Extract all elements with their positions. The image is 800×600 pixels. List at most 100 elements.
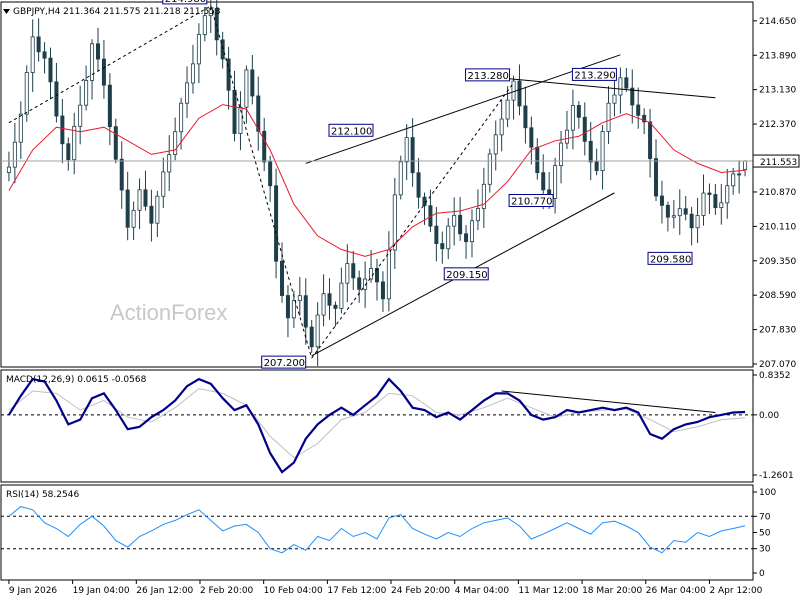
- candle-body: [719, 202, 724, 209]
- level-label-box: [465, 68, 511, 82]
- watermark: ActionForex: [110, 300, 227, 325]
- price-tick-label: 213.130: [759, 86, 796, 96]
- candle-body: [380, 281, 385, 300]
- time-tick-label: 2 Apr 12:00: [709, 586, 762, 596]
- trendline: [495, 76, 716, 99]
- candle-body: [386, 249, 391, 300]
- candle-body: [570, 105, 575, 131]
- time-tick-label: 26 Jan 12:00: [136, 586, 193, 596]
- candle-body: [18, 113, 23, 143]
- candle-body: [167, 154, 172, 173]
- time-tick-label: 18 Mar 20:00: [582, 586, 642, 596]
- candle-body: [458, 214, 463, 235]
- macd-panel-frame: [0, 369, 754, 483]
- candle-body: [582, 116, 587, 142]
- candle-body: [654, 158, 659, 197]
- candle-body: [683, 208, 688, 215]
- candle-body: [499, 118, 504, 136]
- candle-body: [671, 215, 676, 218]
- candle-body: [612, 94, 617, 104]
- candle-body: [695, 215, 700, 229]
- level-label-box: [571, 67, 617, 81]
- candle-body: [30, 36, 35, 73]
- candle-body: [475, 208, 480, 222]
- rsi-tick-label: 0: [759, 569, 765, 579]
- price-tick-label: 213.890: [759, 51, 796, 61]
- time-tick-label: 11 Mar 12:00: [518, 586, 578, 596]
- candle-body: [487, 153, 492, 185]
- candle-body: [179, 102, 184, 133]
- candle-body: [434, 225, 439, 244]
- candle-body: [535, 146, 540, 174]
- candle-body: [161, 171, 166, 197]
- level-label-box: [508, 193, 554, 207]
- candle-body: [588, 140, 593, 163]
- candle-body: [202, 15, 207, 35]
- candle-body: [244, 69, 249, 108]
- candle-body: [280, 260, 285, 296]
- candle-body: [404, 137, 409, 163]
- candle-body: [564, 129, 569, 144]
- candle-body: [48, 57, 53, 83]
- macd-main-line: [7, 377, 746, 474]
- rsi-tick-label: 50: [759, 529, 771, 539]
- price-tick-label: 210.870: [759, 188, 796, 198]
- candle-body: [226, 58, 231, 91]
- price-tick-label: 208.590: [759, 291, 796, 301]
- macd-trendline: [501, 390, 716, 413]
- dashed-trendline: [8, 5, 212, 124]
- candle-body: [713, 194, 718, 209]
- candle-body: [446, 225, 451, 250]
- candle-body: [731, 173, 736, 187]
- candle-body: [250, 69, 255, 97]
- candle-body: [707, 192, 712, 195]
- dashed-trendline: [210, 5, 313, 359]
- macd-panel: 0.8352 0.00 -1.2601 MACD(12,26,9) 0.0615 -…: [0, 369, 794, 483]
- candle-body: [256, 95, 261, 132]
- time-tick-label: 4 Mar 04:00: [455, 586, 510, 596]
- level-label: 213.290: [574, 70, 615, 81]
- candle-body: [517, 80, 522, 107]
- candle-body: [12, 141, 17, 168]
- candle-body: [131, 209, 136, 228]
- candle-body: [481, 183, 486, 209]
- candle-body: [113, 126, 118, 160]
- candle-body: [618, 77, 623, 96]
- price-tick-label: 209.350: [759, 257, 796, 267]
- level-label: 213.280: [468, 71, 509, 82]
- time-tick-label: 26 Mar 04:00: [646, 586, 706, 596]
- candle-body: [351, 263, 356, 279]
- candle-body: [392, 194, 397, 251]
- candle-body: [327, 293, 332, 306]
- macd-axis: 0.8352 0.00 -1.2601: [753, 371, 794, 481]
- time-tick-label: 19 Jan 04:00: [73, 586, 130, 596]
- rsi-tick-label: 30: [759, 545, 771, 555]
- candle-body: [268, 161, 273, 187]
- trendline: [305, 54, 621, 164]
- candle-body: [464, 233, 469, 243]
- candle-body: [576, 105, 581, 118]
- candle-body: [232, 89, 237, 134]
- candle-body: [274, 185, 279, 262]
- level-label-box: [162, 0, 208, 5]
- level-label: 209.150: [446, 270, 487, 281]
- candle-body: [196, 34, 201, 65]
- time-tick-label: 24 Feb 20:00: [391, 586, 450, 596]
- rsi-header: RSI(14) 58.2546: [6, 490, 79, 500]
- candle-body: [321, 293, 326, 316]
- candle-body: [606, 102, 611, 132]
- candle-body: [701, 192, 706, 216]
- candle-body: [262, 130, 267, 163]
- candle-body: [677, 208, 682, 217]
- macd-tick-label: 0.8352: [759, 371, 791, 381]
- candle-body: [541, 172, 546, 191]
- candle-body: [78, 104, 83, 127]
- candle-body: [624, 77, 629, 89]
- candle-body: [440, 243, 445, 250]
- candle-body: [66, 143, 71, 161]
- candle-body: [493, 134, 498, 155]
- candle-body: [6, 166, 11, 173]
- rsi-axis: 100 70 50 30 0: [753, 488, 776, 579]
- candle-body: [155, 195, 160, 224]
